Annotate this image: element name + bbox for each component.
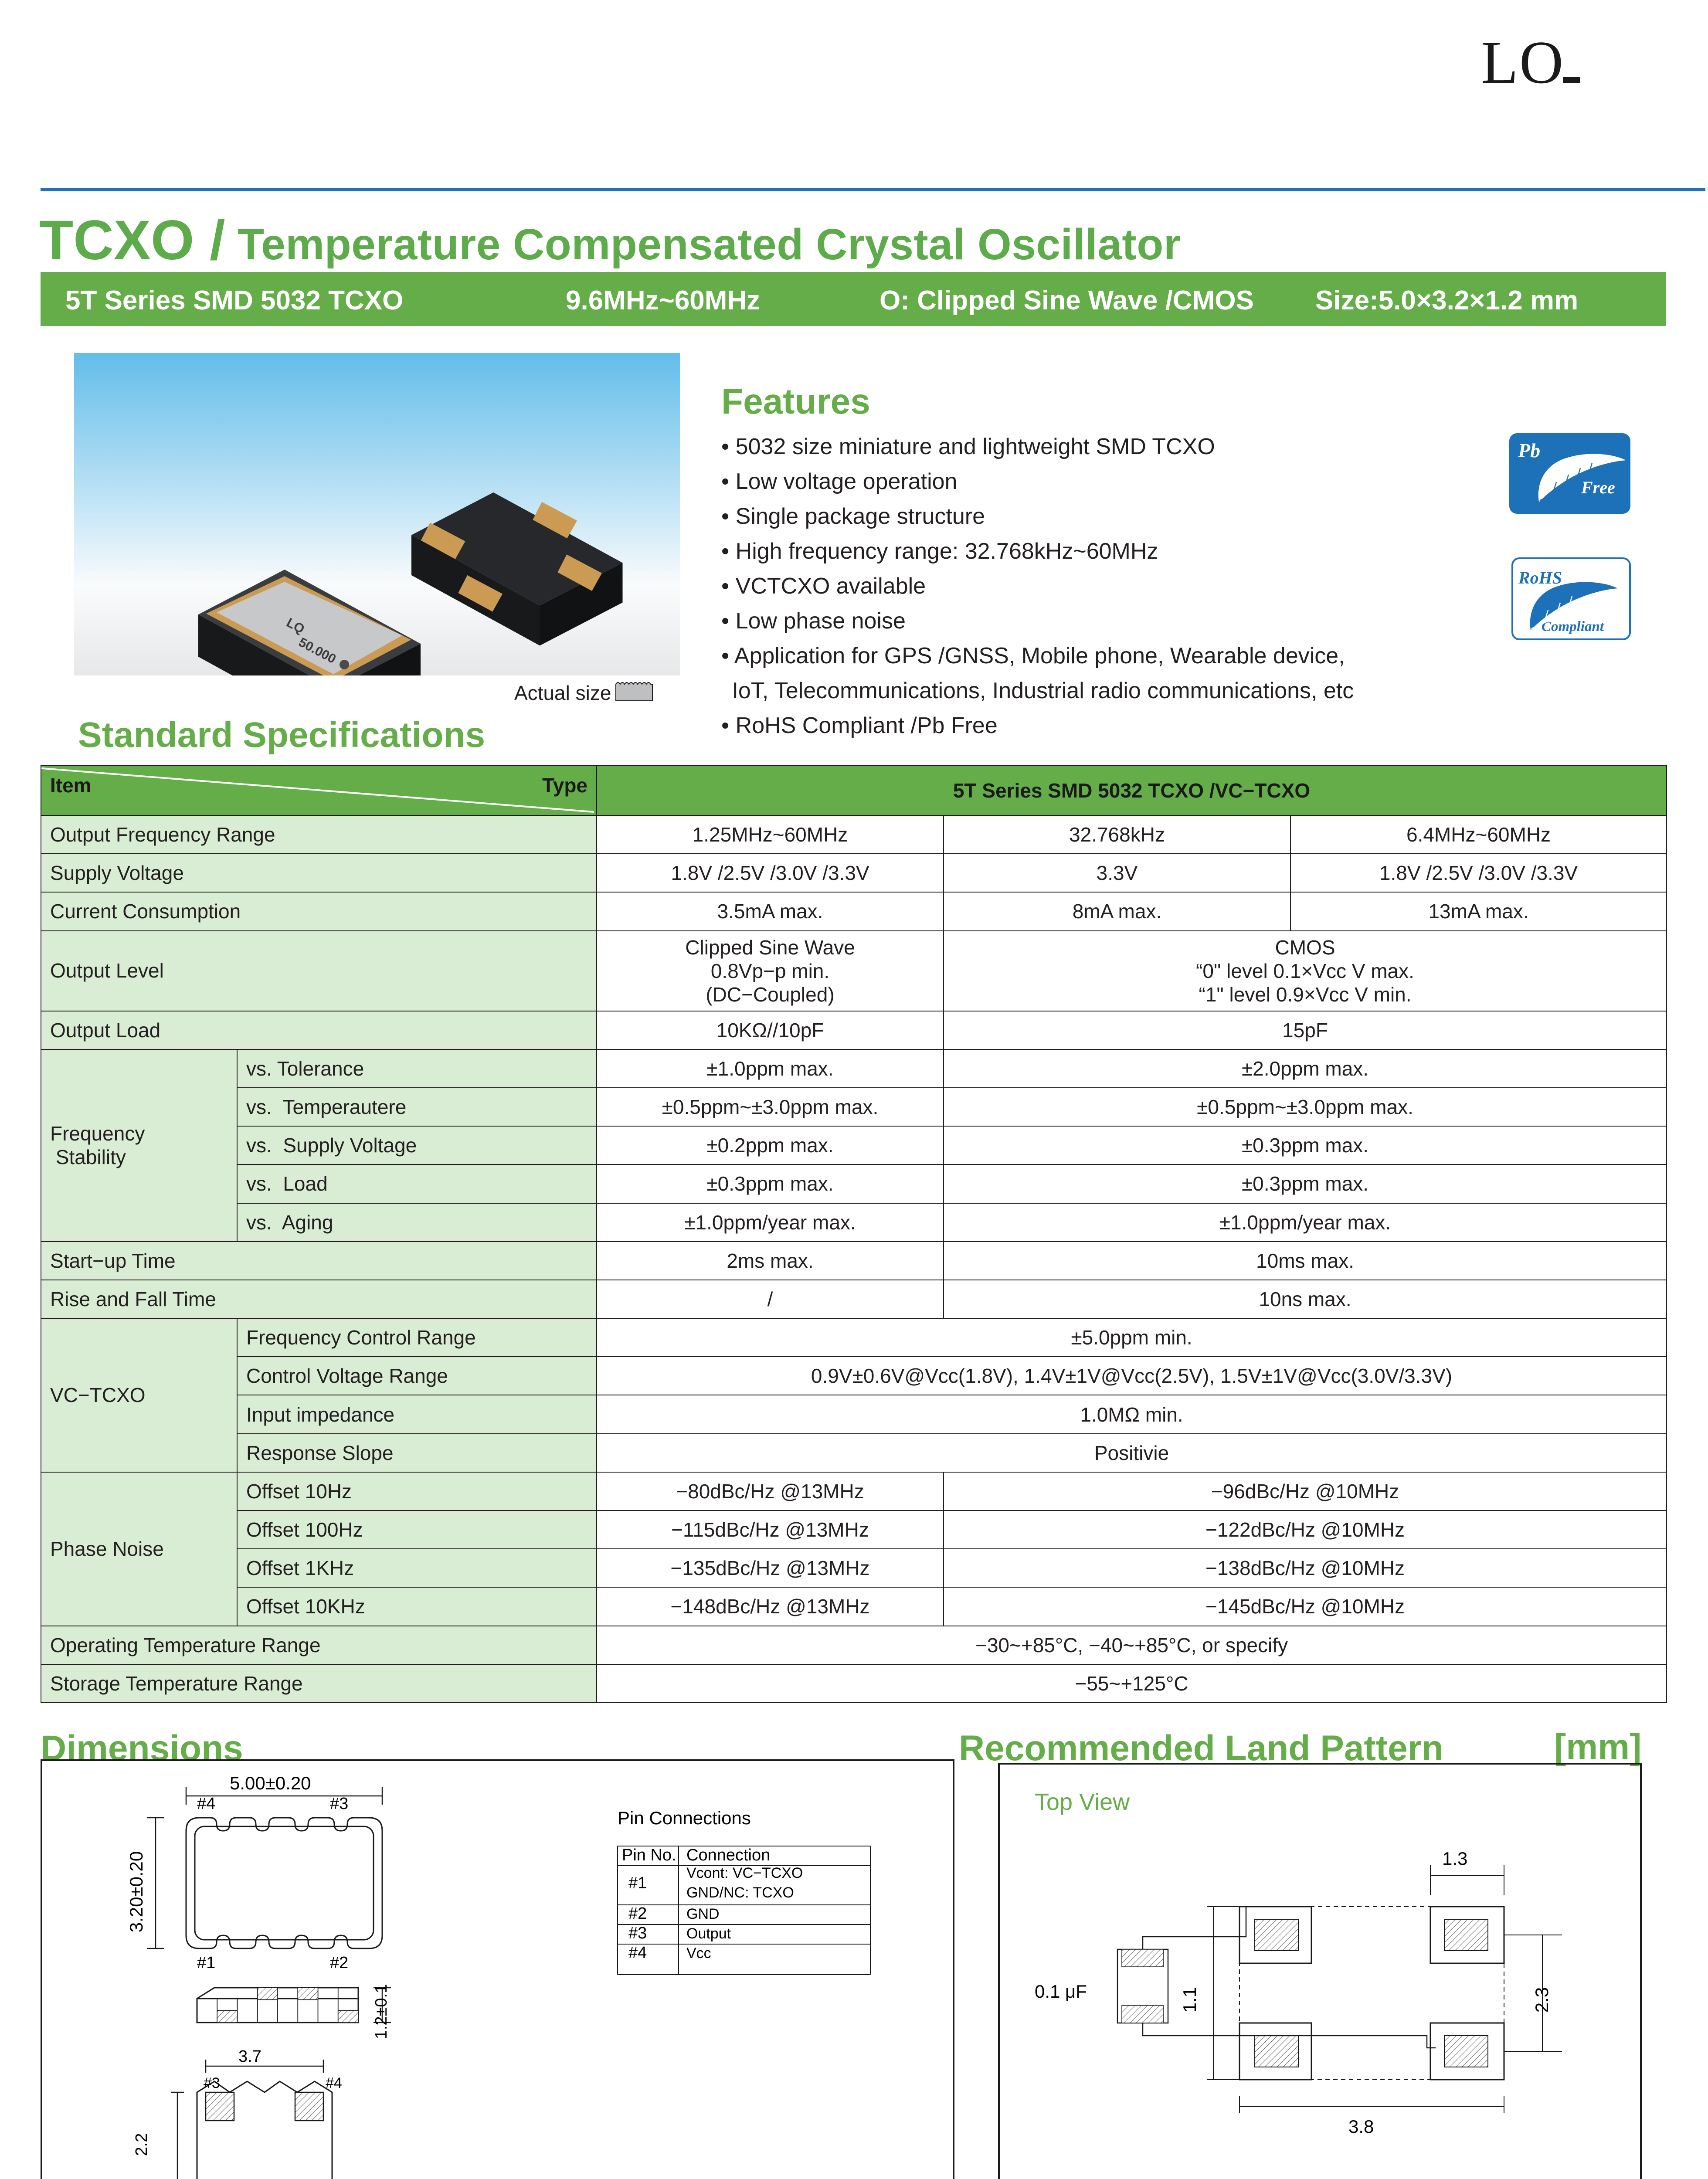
svg-text:2.3: 2.3 bbox=[1531, 1987, 1552, 2013]
svg-text:Output: Output bbox=[686, 1925, 731, 1942]
svg-text:1.1: 1.1 bbox=[1179, 1987, 1200, 2013]
svg-text:RoHS: RoHS bbox=[1518, 568, 1562, 587]
svg-text:#4: #4 bbox=[326, 2075, 342, 2091]
svg-text:3.8: 3.8 bbox=[1348, 2116, 1374, 2137]
svg-text:L: L bbox=[1481, 29, 1518, 96]
svg-text:O: O bbox=[1519, 29, 1563, 96]
svg-text:#3: #3 bbox=[330, 1795, 348, 1813]
svg-text:#1: #1 bbox=[197, 1954, 215, 1972]
svg-text:#1: #1 bbox=[628, 1874, 647, 1892]
svg-text:3.7: 3.7 bbox=[238, 2047, 261, 2066]
svg-text:#3: #3 bbox=[204, 2075, 220, 2091]
svg-text:5.00±0.20: 5.00±0.20 bbox=[230, 1773, 311, 1793]
svg-text:#2: #2 bbox=[628, 1904, 647, 1923]
svg-text:Connection: Connection bbox=[686, 1846, 770, 1864]
svg-text:Compliant: Compliant bbox=[1542, 619, 1604, 635]
svg-text:Vcc: Vcc bbox=[686, 1945, 711, 1962]
svg-text:Pin No.: Pin No. bbox=[622, 1846, 676, 1864]
svg-text:#4: #4 bbox=[628, 1944, 647, 1962]
svg-text:1.3: 1.3 bbox=[1442, 1848, 1467, 1869]
svg-text:3.20±0.20: 3.20±0.20 bbox=[126, 1851, 146, 1933]
svg-text:Free: Free bbox=[1581, 478, 1615, 497]
svg-text:Pin Connections: Pin Connections bbox=[618, 1808, 751, 1828]
svg-text:Pb: Pb bbox=[1518, 439, 1540, 462]
svg-text:GND/NC: TCXO: GND/NC: TCXO bbox=[686, 1884, 794, 1901]
svg-text:#2: #2 bbox=[330, 1954, 348, 1972]
svg-text:#4: #4 bbox=[197, 1795, 215, 1813]
svg-text:#3: #3 bbox=[628, 1924, 647, 1942]
svg-text:0.1 μF: 0.1 μF bbox=[1035, 1981, 1087, 2002]
svg-text:1.2±0.1: 1.2±0.1 bbox=[372, 1984, 390, 2040]
svg-text:2.2: 2.2 bbox=[132, 2133, 151, 2156]
svg-text:Vcont: VC−TCXO: Vcont: VC−TCXO bbox=[686, 1865, 803, 1881]
svg-text:GND: GND bbox=[686, 1906, 720, 1922]
